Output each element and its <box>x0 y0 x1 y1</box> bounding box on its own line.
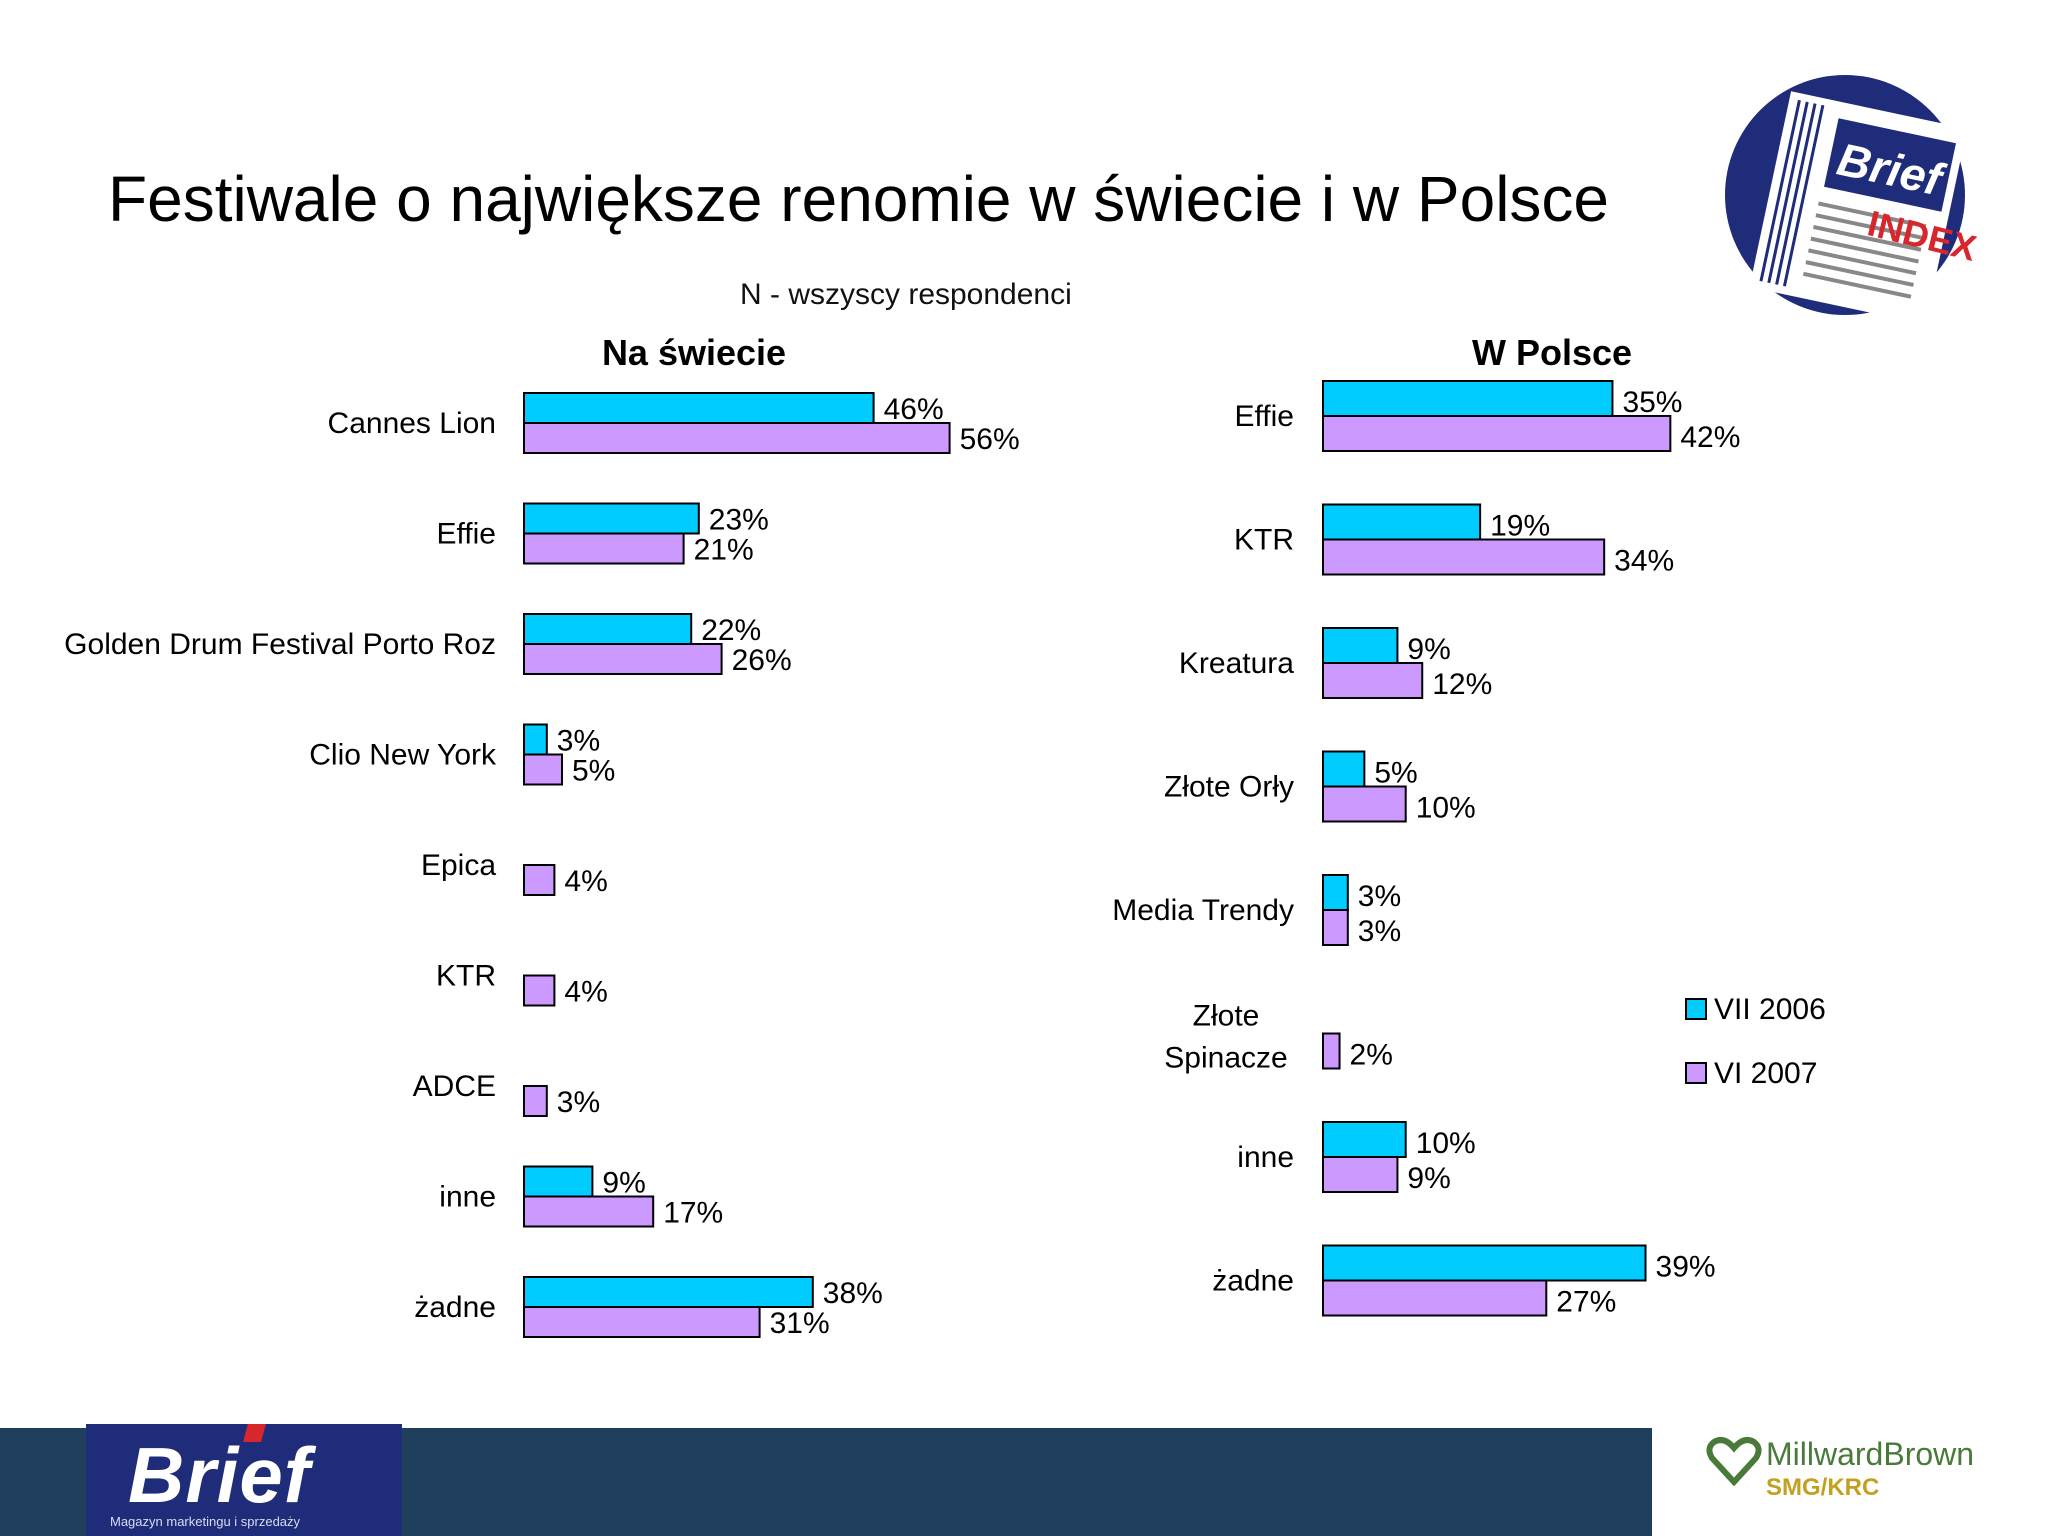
bar-vii-2006 <box>523 1276 814 1308</box>
category-label: Effie <box>437 518 497 551</box>
bar-vi-2007 <box>1322 1156 1399 1193</box>
data-label: 3% <box>557 725 600 758</box>
data-label: 23% <box>709 504 769 537</box>
data-label: 56% <box>960 423 1020 456</box>
millward-brown-sub: SMG/KRC <box>1766 1474 1880 1501</box>
data-label: 4% <box>564 865 607 898</box>
data-label: 31% <box>770 1307 830 1340</box>
category-label: Złote Orły <box>1164 771 1294 804</box>
bar-vi-2007 <box>523 422 951 454</box>
page-title: Festiwale o największe renomie w świecie… <box>108 163 1609 235</box>
data-label: 10% <box>1416 792 1476 825</box>
category-label: Epica <box>421 849 496 882</box>
bar-vii-2006 <box>1322 627 1399 664</box>
category-label: KTR <box>436 960 496 993</box>
bar-vi-2007 <box>523 864 556 896</box>
data-label: 3% <box>1358 880 1401 913</box>
category-label: Kreatura <box>1179 647 1294 680</box>
bar-vi-2007 <box>523 974 556 1007</box>
category-label: ADCE <box>413 1070 496 1103</box>
bar-vi-2007 <box>523 753 563 786</box>
bar-vii-2006 <box>1322 1244 1647 1282</box>
data-label: 38% <box>823 1277 883 1310</box>
bar-vii-2006 <box>1322 1121 1407 1158</box>
bar-vi-2007 <box>1322 1032 1341 1070</box>
data-label: 17% <box>663 1197 723 1230</box>
chart-title-2: W Polsce <box>1472 332 1632 373</box>
bar-vi-2007 <box>1322 785 1407 823</box>
bar-vi-2007 <box>1322 662 1424 699</box>
category-label: Effie <box>1235 400 1295 433</box>
data-label: 22% <box>701 614 761 647</box>
legend-label-1: VII 2006 <box>1714 993 1826 1026</box>
data-label: 5% <box>1374 757 1417 790</box>
bar-vi-2007 <box>523 643 723 675</box>
data-label: 9% <box>602 1167 645 1200</box>
category-label: Media Trendy <box>1112 894 1294 927</box>
category-label: Cannes Lion <box>328 407 496 440</box>
data-label: 2% <box>1350 1039 1393 1072</box>
bar-vi-2007 <box>523 532 685 565</box>
data-label: 26% <box>732 644 792 677</box>
bar-vi-2007 <box>1322 538 1606 576</box>
category-label: żadne <box>1212 1265 1294 1298</box>
data-label: 4% <box>564 976 607 1009</box>
data-label: 12% <box>1432 668 1492 701</box>
millward-brown-name: MillwardBrown <box>1766 1436 1975 1472</box>
legend-swatch-1 <box>1685 998 1707 1020</box>
legend-swatch-2 <box>1685 1062 1707 1084</box>
category-label: Golden Drum Festival Porto Roz <box>64 628 496 661</box>
charts-canvas: Na świecie Cannes Lion 46% 56% Effie 23%21% Go… <box>64 332 1826 1340</box>
bar-vi-2007 <box>1322 909 1349 946</box>
data-label: 5% <box>572 755 615 788</box>
data-label: 46% <box>884 393 944 426</box>
brief-footer-tagline: Magazyn marketingu i sprzedaży <box>110 1514 301 1529</box>
bar-vi-2007 <box>1322 415 1672 452</box>
bar-vi-2007 <box>1322 1279 1548 1317</box>
chart-subtitle: N - wszyscy respondenci <box>740 278 1072 311</box>
bar-vii-2006 <box>1322 503 1482 541</box>
bar-vii-2006 <box>523 723 548 756</box>
millward-brown-logo: MillwardBrown SMG/KRC <box>1700 1428 2020 1508</box>
category-label: inne <box>1237 1141 1294 1174</box>
brief-footer-logo-word: Brief <box>128 1431 311 1519</box>
data-label: 10% <box>1416 1127 1476 1160</box>
bar-vii-2006 <box>1322 380 1614 417</box>
millward-brown-heart-icon <box>1706 1437 1762 1486</box>
data-label: 42% <box>1680 421 1740 454</box>
bar-vi-2007 <box>523 1085 548 1117</box>
data-label: 27% <box>1556 1286 1616 1319</box>
chart-title-1: Na świecie <box>602 332 786 373</box>
category-label: Złote Spinacze <box>1164 1000 1287 1075</box>
bar-vii-2006 <box>523 392 875 424</box>
bar-vi-2007 <box>523 1195 655 1228</box>
brief-index-logo: Brief INDEX <box>1725 75 1980 325</box>
legend-label-2: VI 2007 <box>1714 1057 1817 1090</box>
bar-vi-2007 <box>523 1306 761 1338</box>
data-label: 19% <box>1490 510 1550 543</box>
category-label: Clio New York <box>309 739 497 772</box>
bar-vii-2006 <box>523 1165 594 1198</box>
data-label: 9% <box>1407 633 1450 666</box>
data-label: 3% <box>557 1086 600 1119</box>
brief-footer-logo: Brief Magazyn marketingu i sprzedaży <box>86 1424 402 1536</box>
data-label: 35% <box>1622 386 1682 419</box>
data-label: 9% <box>1407 1162 1450 1195</box>
category-label: KTR <box>1234 524 1294 557</box>
data-label: 39% <box>1656 1251 1716 1284</box>
bar-vii-2006 <box>523 613 693 645</box>
category-label: żadne <box>414 1291 496 1324</box>
bar-vii-2006 <box>523 502 700 535</box>
bar-vii-2006 <box>1322 874 1349 911</box>
category-label: inne <box>439 1181 496 1214</box>
bar-vii-2006 <box>1322 750 1366 788</box>
data-label: 21% <box>694 534 754 567</box>
data-label: 34% <box>1614 545 1674 578</box>
data-label: 3% <box>1358 915 1401 948</box>
